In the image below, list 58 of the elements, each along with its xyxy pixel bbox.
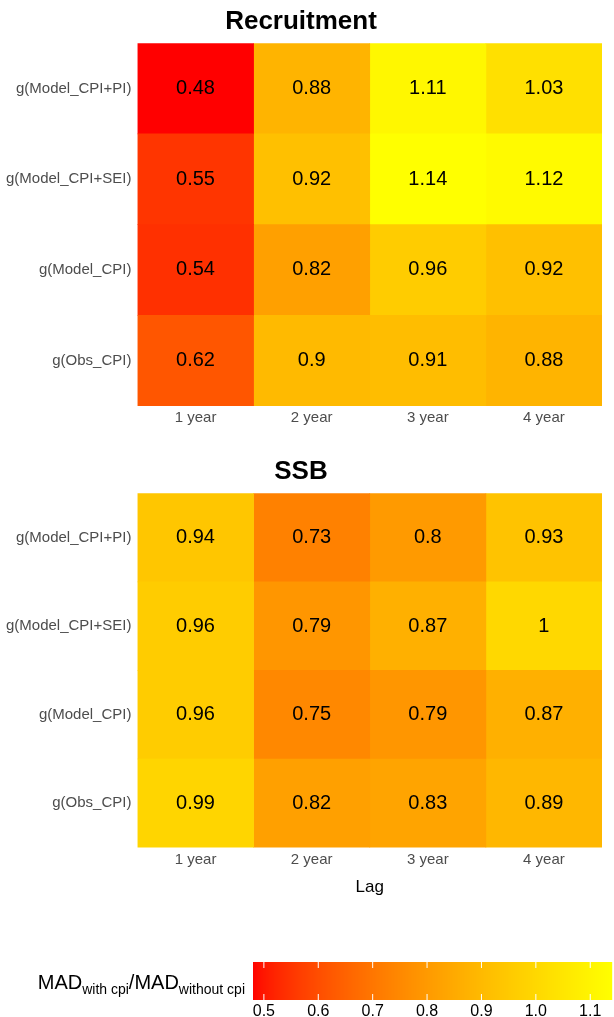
x-tick-label: 3 year [406, 849, 449, 867]
y-tick-label: g(Model_CPI+SEI) [5, 169, 132, 187]
data-label: 0.55 [176, 166, 216, 189]
data-label: 0.88 [292, 76, 332, 99]
x-axis-title: Lag [355, 877, 384, 897]
data-label: 0.8 [413, 525, 442, 548]
y-tick-label: g(Obs_CPI) [52, 793, 132, 811]
chart-title: SSB [274, 454, 328, 485]
x-tick-label: 2 year [290, 849, 333, 867]
chart-title: Recruitment [225, 4, 378, 35]
color-bar-label: 0.9 [470, 1002, 493, 1017]
data-label: 0.94 [176, 525, 216, 548]
x-tick-label: 2 year [290, 408, 333, 426]
data-label: 0.79 [292, 613, 332, 636]
data-label: 0.83 [408, 790, 448, 813]
data-label: 0.99 [176, 790, 216, 813]
data-label: 0.93 [524, 525, 564, 548]
data-label: 0.92 [524, 257, 564, 280]
y-tick-label: g(Model_CPI) [38, 260, 132, 278]
color-bar-label: 1.1 [579, 1002, 602, 1017]
y-tick-label: g(Model_CPI+PI) [16, 527, 132, 545]
color-bar-label: 0.8 [415, 1002, 439, 1017]
y-tick-label: g(Model_CPI) [38, 704, 132, 722]
y-tick-label: g(Model_CPI+PI) [16, 78, 132, 96]
data-label: 0.91 [408, 348, 448, 371]
data-label: 0.54 [176, 257, 216, 280]
data-label: 0.87 [408, 613, 448, 636]
x-tick-label: 1 year [174, 408, 217, 426]
y-tick-label: g(Model_CPI+SEI) [5, 616, 132, 634]
data-label: 0.87 [524, 702, 564, 725]
x-tick-label: 3 year [406, 408, 449, 426]
data-label: 1 [538, 613, 550, 636]
data-label: 0.96 [176, 702, 216, 725]
data-label: 0.82 [292, 790, 332, 813]
data-label: 0.62 [176, 348, 216, 371]
data-label: 1.12 [524, 166, 564, 189]
color-bar-label: 1.0 [524, 1002, 548, 1017]
x-tick-label: 4 year [523, 408, 565, 426]
x-tick-label: 1 year [174, 849, 217, 867]
y-tick-label: g(Obs_CPI) [52, 350, 132, 368]
color-bar-label: 0.6 [307, 1002, 330, 1017]
data-label: 1.14 [408, 166, 448, 189]
data-label: 0.92 [292, 166, 332, 189]
color-bar-label: 0.5 [252, 1002, 276, 1017]
data-label: 0.89 [524, 790, 564, 813]
data-label: 0.96 [408, 257, 448, 280]
data-label: 0.48 [176, 76, 216, 99]
color-bar-label: 0.7 [361, 1002, 384, 1017]
x-tick-label: 4 year [523, 849, 565, 867]
data-label: 1.03 [524, 76, 564, 99]
data-label: 0.88 [524, 348, 564, 371]
data-label: 0.9 [297, 348, 326, 371]
data-label: 0.82 [292, 257, 332, 280]
data-label: 0.73 [292, 525, 332, 548]
data-label: 0.96 [176, 613, 216, 636]
data-label: 1.11 [409, 76, 447, 99]
data-label: 0.75 [292, 702, 332, 725]
data-label: 0.79 [408, 702, 448, 725]
